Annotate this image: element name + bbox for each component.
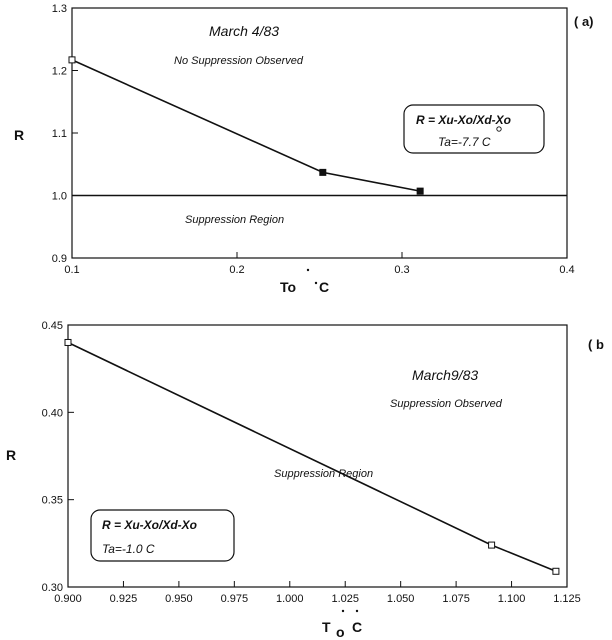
panel-b-x-ticks: 0.900 0.925 0.950 0.975 1.000 1.025 1.050 1.075… bbox=[54, 581, 581, 605]
data-point bbox=[68, 56, 76, 64]
panel-b-status-note: Suppression Observed bbox=[390, 398, 503, 410]
x-tick-label: 0.925 bbox=[110, 593, 138, 605]
y-tick-label: 1.0 bbox=[52, 191, 67, 203]
panel-b-ta-text: Ta=-1.0 C bbox=[102, 542, 155, 556]
panel-b-y-ticks: 0.30 0.35 0.40 0.45 bbox=[42, 320, 74, 594]
panel-a-status-note: No Suppression Observed bbox=[174, 55, 304, 67]
panel-a-x-axis-label-unit: C bbox=[319, 279, 329, 295]
panel-a-degree-symbol bbox=[496, 126, 502, 132]
x-tick-label: 0.900 bbox=[54, 593, 82, 605]
panel-a: 0.9 1.0 1.1 1.2 1.3 0.1 0.2 0.3 0.4 R To C ( a)… bbox=[14, 3, 594, 295]
y-tick-label: 1.2 bbox=[52, 66, 67, 78]
y-tick-label: 0.9 bbox=[52, 253, 67, 265]
panel-a-formula-box bbox=[403, 104, 545, 154]
panel-b-y-axis-label: R bbox=[6, 447, 16, 463]
x-tick-label: 1.100 bbox=[498, 593, 526, 605]
panel-a-ta-text: Ta=-7.7 C bbox=[438, 135, 491, 149]
panel-b-plot-frame bbox=[67, 324, 568, 588]
y-tick-label: 0.45 bbox=[42, 320, 63, 332]
x-tick-label: 0.1 bbox=[64, 264, 79, 276]
data-point bbox=[416, 187, 424, 195]
x-tick-label: 0.975 bbox=[221, 593, 249, 605]
x-tick-label: 0.4 bbox=[559, 264, 574, 276]
panel-b-x-axis-label-main: T bbox=[322, 619, 331, 635]
panel-a-y-ticks: 0.9 1.0 1.1 1.2 1.3 bbox=[52, 3, 78, 265]
x-tick-label: 1.125 bbox=[553, 593, 581, 605]
panel-a-degree-dot bbox=[306, 268, 310, 272]
panel-a-region-note: Suppression Region bbox=[185, 214, 284, 226]
panel-a-formula-text: R = Xu-Xo/Xd-Xo bbox=[416, 113, 511, 127]
x-tick-label: 0.3 bbox=[394, 264, 409, 276]
panel-b-degree-dot bbox=[355, 609, 359, 613]
panel-a-points bbox=[68, 56, 424, 195]
panel-a-series-line bbox=[71, 59, 421, 192]
panel-a-degree-dot bbox=[314, 281, 318, 285]
y-tick-label: 0.30 bbox=[42, 582, 63, 594]
data-point bbox=[64, 338, 72, 346]
panel-b-region-note: Suppression Region bbox=[274, 468, 373, 480]
panel-a-plot-frame bbox=[71, 7, 568, 259]
data-point bbox=[488, 541, 496, 549]
panel-b-label: ( b bbox=[588, 337, 604, 352]
panel-b-degree-dot bbox=[341, 609, 345, 613]
panel-a-date-note: March 4/83 bbox=[209, 23, 279, 39]
panel-b: 0.30 0.35 0.40 0.45 0.900 0.925 0.950 0.975 1.0… bbox=[6, 320, 604, 640]
y-tick-label: 1.3 bbox=[52, 3, 67, 15]
panel-a-x-ticks: 0.1 0.2 0.3 0.4 bbox=[64, 252, 575, 276]
x-tick-label: 0.950 bbox=[165, 593, 193, 605]
y-tick-label: 0.40 bbox=[42, 407, 63, 419]
panel-b-series-line bbox=[67, 341, 557, 573]
panel-b-x-axis-label-unit: C bbox=[352, 619, 362, 635]
panel-a-label: ( a) bbox=[574, 14, 594, 29]
data-point bbox=[552, 567, 560, 575]
x-tick-label: 1.075 bbox=[442, 593, 470, 605]
x-tick-label: 1.050 bbox=[387, 593, 415, 605]
x-tick-label: 1.000 bbox=[276, 593, 304, 605]
x-tick-label: 1.025 bbox=[331, 593, 359, 605]
panel-b-date-note: March9/83 bbox=[412, 367, 478, 383]
panel-b-points bbox=[64, 338, 560, 575]
y-tick-label: 1.1 bbox=[52, 128, 67, 140]
panel-b-formula-box bbox=[90, 509, 235, 562]
panel-a-x-axis-label-main: To bbox=[280, 279, 296, 295]
panel-b-x-axis-label-sub: o bbox=[336, 624, 345, 640]
x-tick-label: 0.2 bbox=[229, 264, 244, 276]
panel-a-y-axis-label: R bbox=[14, 127, 24, 143]
y-tick-label: 0.35 bbox=[42, 495, 63, 507]
panel-b-formula-text: R = Xu-Xo/Xd-Xo bbox=[102, 518, 197, 532]
data-point bbox=[319, 168, 327, 176]
